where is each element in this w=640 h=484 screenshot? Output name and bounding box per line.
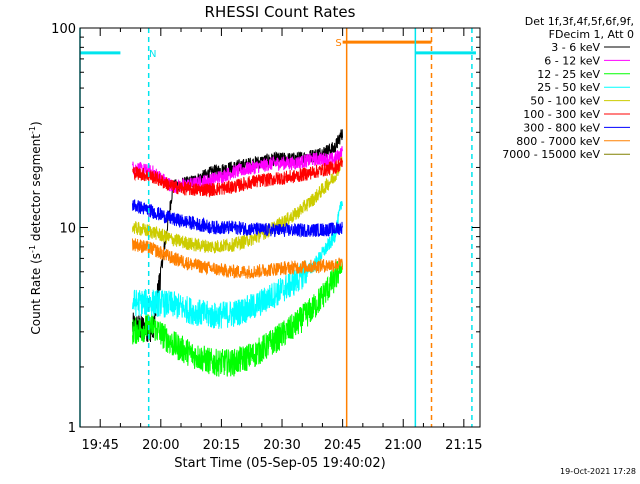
legend-label-5: 100 - 300 keV	[523, 108, 600, 121]
flag-label-1: S	[335, 38, 341, 49]
axes: 19:45 20:00 20:15 20:30 20:45 21:00 21:15 1 10 10…	[51, 22, 482, 453]
y-tick-label-2: 100	[51, 22, 76, 37]
y-axis-label-sup2: -1	[28, 126, 37, 134]
series-line-4	[132, 156, 343, 254]
y-axis-label-main: Count Rate (s	[29, 253, 43, 335]
y-axis-label-sup: -1	[28, 245, 37, 253]
x-axis-label: Start Time (05-Sep-05 19:40:02)	[174, 456, 385, 471]
x-tick-label-2: 20:15	[203, 438, 240, 453]
x-tick-label-4: 20:45	[324, 438, 361, 453]
chart-title: RHESSI Count Rates	[205, 3, 356, 21]
x-tick-label-6: 21:15	[445, 438, 482, 453]
legend-label-8: 7000 - 15000 keV	[502, 148, 600, 161]
y-axis-label-end: )	[29, 121, 43, 126]
y-axis-label-mid: detector segment	[29, 134, 43, 245]
legend-label-7: 800 - 7000 keV	[516, 135, 600, 148]
legend-label-2: 12 - 25 keV	[537, 68, 600, 81]
x-tick-label-5: 21:00	[384, 438, 421, 453]
legend-label-4: 50 - 100 keV	[530, 95, 600, 108]
legend-header-line-1: Det 1f,3f,4f,5f,6f,9f,	[525, 15, 634, 28]
series-line-6	[132, 199, 343, 238]
x-tick-label-1: 20:00	[142, 438, 179, 453]
series-lines	[132, 129, 343, 377]
flag-label-0: N	[149, 49, 156, 60]
legend-label-1: 6 - 12 keV	[544, 54, 600, 67]
legend: Det 1f,3f,4f,5f,6f,9f, FDecim 1, Att 0 3…	[502, 15, 634, 161]
series-line-5	[132, 158, 343, 198]
series-line-7	[132, 238, 343, 279]
y-axis-label: Count Rate (s-1 detector segment-1)	[28, 121, 43, 334]
legend-label-0: 3 - 6 keV	[551, 41, 600, 54]
legend-label-3: 25 - 50 keV	[537, 81, 600, 94]
footer-timestamp: 19-Oct-2021 17:28	[560, 467, 636, 476]
series-line-2	[132, 261, 343, 377]
legend-label-6: 300 - 800 keV	[523, 121, 600, 134]
x-tick-label-3: 20:30	[263, 438, 300, 453]
y-tick-label-0: 1	[68, 421, 76, 436]
x-tick-label-0: 19:45	[81, 438, 118, 453]
legend-header-line-2: FDecim 1, Att 0	[549, 28, 634, 41]
y-tick-label-1: 10	[59, 222, 76, 237]
